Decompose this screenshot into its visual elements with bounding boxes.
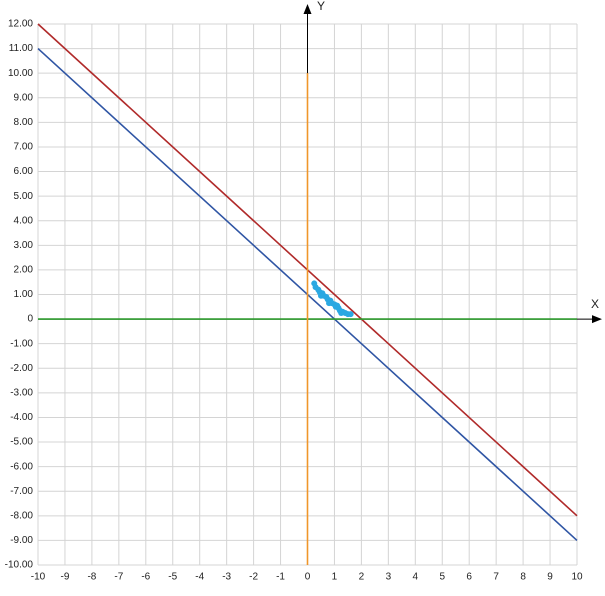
x-axis-label: X bbox=[591, 297, 599, 311]
y-tick-label: -6.00 bbox=[10, 461, 33, 472]
y-tick-label: 9.00 bbox=[14, 92, 34, 103]
y-tick-label: -1.00 bbox=[10, 338, 33, 349]
y-tick-label: -8.00 bbox=[10, 510, 33, 521]
x-tick-label: 6 bbox=[466, 572, 472, 583]
y-tick-label: -9.00 bbox=[10, 535, 33, 546]
x-tick-label: 3 bbox=[386, 572, 392, 583]
x-tick-label: -10 bbox=[31, 572, 46, 583]
y-axis-arrow bbox=[303, 4, 312, 14]
y-tick-label: 4.00 bbox=[14, 215, 34, 226]
y-tick-label: 1.00 bbox=[14, 289, 34, 300]
x-tick-label: -4 bbox=[195, 572, 204, 583]
x-tick-label: -7 bbox=[114, 572, 123, 583]
y-tick-label: -2.00 bbox=[10, 363, 33, 374]
x-tick-label: -6 bbox=[141, 572, 150, 583]
x-tick-label: 5 bbox=[439, 572, 445, 583]
x-tick-label: -5 bbox=[168, 572, 177, 583]
y-axis-label: Y bbox=[317, 0, 325, 13]
x-tick-label: 8 bbox=[520, 572, 526, 583]
y-tick-label: 7.00 bbox=[14, 142, 34, 153]
y-tick-label: 0 bbox=[27, 314, 33, 325]
y-tick-label: 5.00 bbox=[14, 191, 34, 202]
x-tick-label: 4 bbox=[413, 572, 419, 583]
y-tick-label: 3.00 bbox=[14, 240, 34, 251]
x-tick-label: -2 bbox=[249, 572, 258, 583]
y-tick-label: -7.00 bbox=[10, 486, 33, 497]
y-tick-label: 6.00 bbox=[14, 166, 34, 177]
data-point bbox=[347, 311, 354, 318]
y-tick-label: 8.00 bbox=[14, 117, 34, 128]
x-tick-label: 2 bbox=[359, 572, 365, 583]
x-tick-label: 0 bbox=[305, 572, 311, 583]
x-tick-label: -8 bbox=[87, 572, 96, 583]
y-tick-label: -3.00 bbox=[10, 388, 33, 399]
x-axis-arrow bbox=[592, 315, 602, 324]
y-tick-label: 10.00 bbox=[8, 68, 33, 79]
x-tick-label: -1 bbox=[276, 572, 285, 583]
y-tick-label: -4.00 bbox=[10, 412, 33, 423]
y-tick-label: 12.00 bbox=[8, 19, 33, 30]
x-tick-label: 7 bbox=[493, 572, 499, 583]
y-tick-label: -5.00 bbox=[10, 437, 33, 448]
x-tick-label: -3 bbox=[222, 572, 231, 583]
y-tick-label: 11.00 bbox=[9, 43, 34, 54]
x-tick-label: 9 bbox=[547, 572, 553, 583]
x-tick-label: -9 bbox=[60, 572, 69, 583]
x-tick-label: 1 bbox=[332, 572, 338, 583]
y-tick-label: -10.00 bbox=[5, 560, 34, 571]
x-tick-label: 10 bbox=[571, 572, 583, 583]
y-tick-label: 2.00 bbox=[14, 265, 34, 276]
